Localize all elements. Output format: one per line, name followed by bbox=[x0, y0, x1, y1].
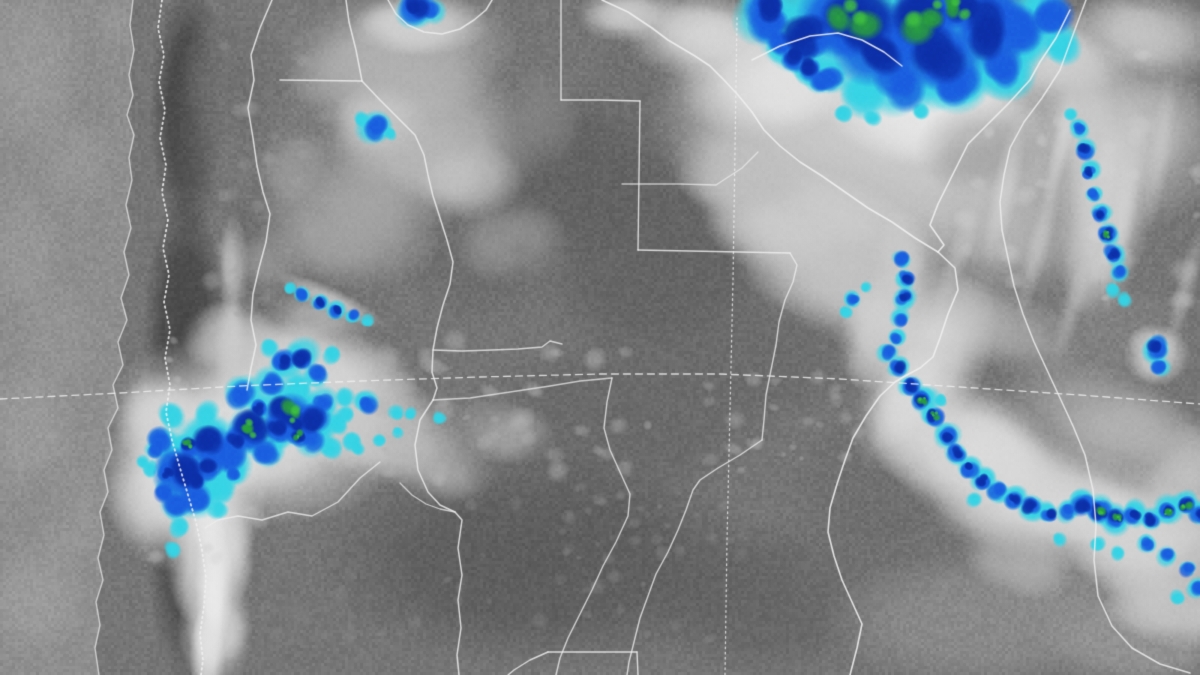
satellite-image bbox=[0, 0, 1200, 675]
satellite-weather-map bbox=[0, 0, 1200, 675]
